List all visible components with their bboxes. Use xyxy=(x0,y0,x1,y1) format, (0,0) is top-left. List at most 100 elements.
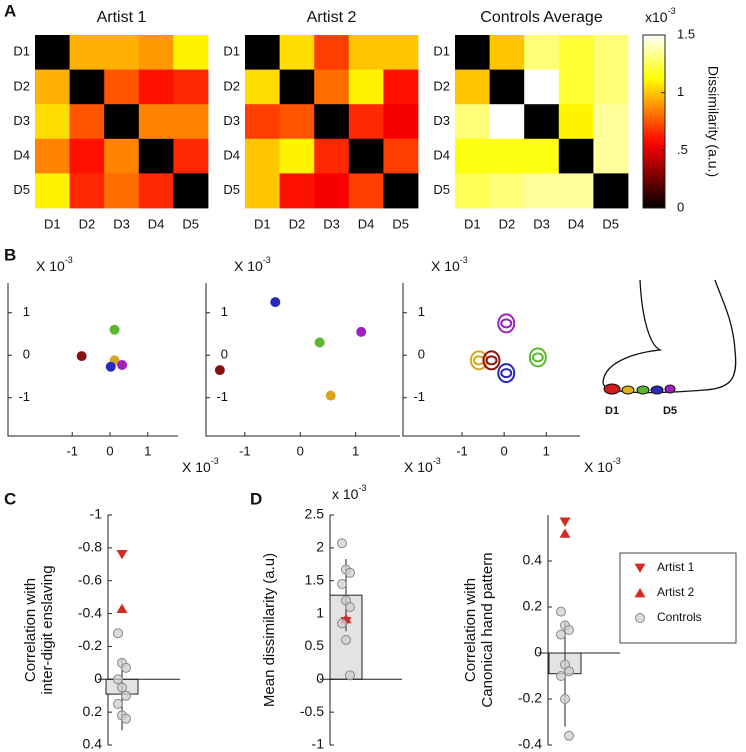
col-label: D3 xyxy=(323,216,340,231)
col-label: D4 xyxy=(568,216,585,231)
heatmap-cell xyxy=(173,69,209,105)
multiplier-exponent: -3 xyxy=(668,6,676,16)
foot-diagram xyxy=(602,279,737,395)
heatmap-cell xyxy=(348,35,384,70)
heatmap-cell xyxy=(245,69,280,105)
heatmap-cell xyxy=(35,104,70,140)
y-tick-label: 0.4 xyxy=(83,736,103,752)
point xyxy=(214,365,225,376)
heatmap-cell xyxy=(558,138,594,174)
y-tick-label: -1 xyxy=(413,389,425,404)
heatmap-cell xyxy=(593,35,629,70)
point xyxy=(564,730,574,741)
point xyxy=(560,694,570,704)
heatmap-cell xyxy=(524,69,560,105)
y-tick-label: 0.5 xyxy=(305,637,325,653)
axes xyxy=(402,283,580,437)
row-label: D5 xyxy=(433,182,450,197)
heatmap-cell xyxy=(348,104,384,140)
heatmap-cell xyxy=(489,138,525,174)
heatmap-cell xyxy=(314,69,350,105)
row-label: D5 xyxy=(223,182,240,197)
heatmap-cell xyxy=(348,138,384,174)
y-axis-label: Correlation with xyxy=(22,578,39,682)
heatmap-cell xyxy=(524,35,560,70)
axis-multiplier: X 10-3 xyxy=(36,255,73,273)
heatmap-cell xyxy=(558,173,594,209)
heatmap-cell xyxy=(245,104,280,140)
axis-multiplier: X 10-3 xyxy=(404,456,441,474)
y-tick-label: 0 xyxy=(23,347,30,362)
heatmap-cell xyxy=(455,173,490,209)
point xyxy=(528,347,547,368)
heatmap-cell xyxy=(69,104,105,140)
panel-letter: B xyxy=(4,245,16,264)
point xyxy=(337,538,347,549)
y-tick-label: -0.6 xyxy=(78,571,102,587)
point xyxy=(497,313,516,334)
y-tick-label: -0.2 xyxy=(518,690,542,706)
point xyxy=(345,670,355,681)
multiplier-exponent: -3 xyxy=(211,456,219,466)
col-label: D4 xyxy=(148,216,165,231)
heatmap-cell xyxy=(314,138,350,174)
y-tick-label: 2 xyxy=(316,539,324,555)
heatmap-cell xyxy=(455,138,490,174)
row-label: D2 xyxy=(433,78,450,93)
y-tick-label: -1 xyxy=(18,389,30,404)
ring-inner xyxy=(472,355,485,366)
point xyxy=(482,350,501,371)
y-axis-label: Canonical hand pattern xyxy=(479,552,496,707)
point xyxy=(116,550,128,560)
heatmap-cell xyxy=(245,138,280,174)
ring-inner xyxy=(500,318,513,329)
heatmap-cell xyxy=(104,173,140,209)
heatmap-cell xyxy=(69,69,105,105)
multiplier-exponent: -3 xyxy=(613,456,621,466)
y-tick-label: -0.4 xyxy=(78,604,102,620)
x-tick-label: 1 xyxy=(144,443,151,458)
axis-multiplier: X 10-3 xyxy=(584,456,621,474)
colorbar-tick-label: 1 xyxy=(677,84,684,99)
row-label: D3 xyxy=(13,113,30,128)
heatmap-cell xyxy=(104,69,140,105)
heatmap-cell xyxy=(314,35,350,70)
heatmap-cell xyxy=(279,173,315,209)
col-label: D1 xyxy=(44,216,61,231)
multiplier-exponent: -3 xyxy=(460,255,468,265)
point xyxy=(564,625,574,635)
y-tick-label: 1 xyxy=(23,304,30,319)
multiplier-base: X 10 xyxy=(182,459,211,475)
heatmap-cell xyxy=(35,69,70,105)
y-tick-label: 1 xyxy=(221,304,228,319)
heatmap-cell xyxy=(173,35,209,70)
heatmap-cell xyxy=(104,104,140,140)
x-tick-label: -1 xyxy=(66,443,78,458)
axis-multiplier: x 10-3 xyxy=(332,483,366,501)
y-axis-label: Mean dissimilarity (a.u) xyxy=(261,553,278,707)
y-tick-label: 1.5 xyxy=(305,571,325,587)
multiplier-base: X 10 xyxy=(36,258,65,274)
row-label: D2 xyxy=(13,78,30,93)
y-tick-label: -1 xyxy=(216,389,228,404)
y-tick-label: 0.2 xyxy=(83,703,103,719)
heatmap-cell xyxy=(489,104,525,140)
heatmap-cell xyxy=(138,35,174,70)
row-label: D1 xyxy=(223,44,240,59)
row-label: D4 xyxy=(13,148,30,163)
heatmap-cell xyxy=(593,69,629,105)
heatmap-cell xyxy=(383,138,419,174)
col-label: D2 xyxy=(79,216,96,231)
row-label: D3 xyxy=(433,113,450,128)
heatmap-cell xyxy=(69,138,105,174)
y-tick-label: 0 xyxy=(221,347,228,362)
point xyxy=(341,634,351,645)
point xyxy=(556,671,566,681)
multiplier-base: X 10 xyxy=(584,459,613,475)
col-label: D5 xyxy=(392,216,409,231)
panel-letter: A xyxy=(4,1,16,20)
ring-outer xyxy=(482,350,501,371)
x-tick-label: 0 xyxy=(106,443,113,458)
row-label: D1 xyxy=(13,44,30,59)
heatmap-cell xyxy=(314,104,350,140)
